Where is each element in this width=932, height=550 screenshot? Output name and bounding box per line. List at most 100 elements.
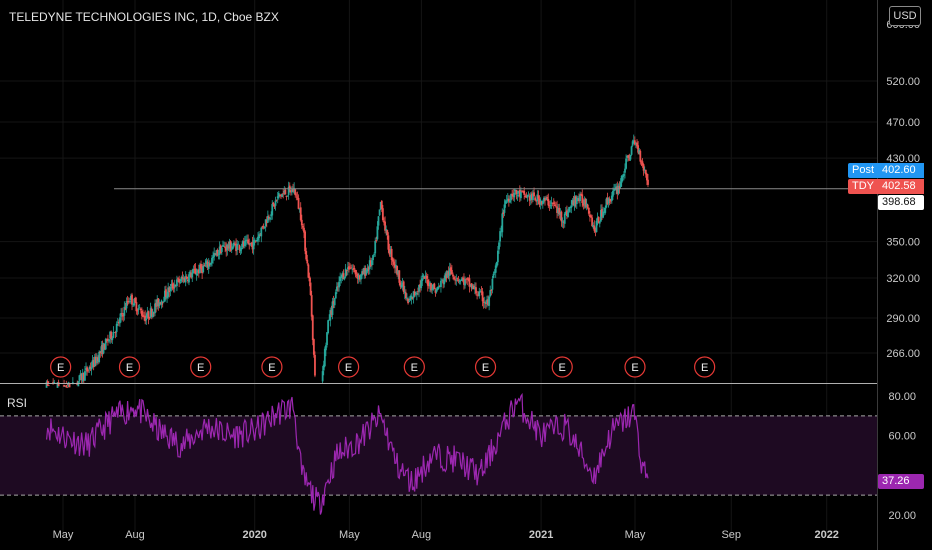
candle-body [573,196,576,207]
candle-body [479,291,482,293]
candle-body [372,255,374,261]
candle-body [436,287,439,290]
candle-body [509,200,511,203]
candle-body [80,374,83,381]
candle-body [219,245,222,254]
candlesticks [45,134,649,389]
candle-body [104,338,107,350]
candle-body [492,273,495,278]
candle-body [386,230,389,236]
earnings-marker[interactable]: E [694,356,716,378]
candle-body [355,274,358,276]
candle-body [645,173,648,181]
candle-body [132,305,135,307]
earnings-marker[interactable]: E [118,356,141,378]
candle-body [516,194,519,196]
candle-body [250,242,253,244]
candle-body [494,265,497,273]
price-tick-label: 470.00 [886,117,920,129]
earnings-marker[interactable]: E [338,356,360,378]
candle-body [569,207,572,209]
candle-body [585,203,588,208]
candle-body [530,193,533,199]
candle-body [128,301,131,303]
candle-body [489,290,492,297]
candle-body [362,271,365,275]
candle-body [506,198,509,202]
candle-body [348,266,350,270]
candle-body [535,199,538,202]
post-tag-label: Post [848,163,878,178]
candle-body [373,254,376,256]
candle-body [199,264,201,274]
earnings-marker-circle [190,356,212,378]
candle-body [135,302,138,312]
price-tick-label: 266.00 [886,348,920,360]
earnings-marker-circle [624,356,646,378]
candle-body [449,267,452,271]
candle-body [599,209,602,222]
earnings-marker[interactable]: E [50,356,72,378]
candle-body [490,289,493,291]
candle-body [68,383,71,388]
candle-body [538,198,541,205]
candle-body [202,265,205,273]
earnings-marker[interactable]: E [190,356,212,378]
candle-body [231,246,234,250]
candle-body [90,367,93,370]
candle-body [549,205,552,206]
candle-body [522,190,525,192]
earnings-marker-label: E [482,362,489,374]
candle-body [139,308,142,311]
earnings-marker[interactable]: E [261,356,283,378]
candle-body [520,191,522,199]
candle-body [339,276,342,281]
earnings-marker[interactable]: E [474,356,497,378]
candle-body [564,211,567,215]
candle-body [167,287,170,297]
candle-body [461,277,464,279]
candle-body [322,364,325,371]
candle-body [88,367,91,370]
candle-body [67,382,70,388]
candle-body [208,263,211,265]
candle-body [604,207,607,213]
candle-body [390,248,393,260]
rsi-indicator-label[interactable]: RSI [7,396,28,410]
candle-body [109,331,112,339]
candle-body [561,221,564,223]
candle-body [463,278,465,285]
candle-body [117,322,120,324]
candle-body [500,231,503,233]
candle-body [204,264,207,266]
candle-body [248,243,251,246]
candle-body [543,197,545,202]
rsi-axis-ticks: 80.00 60.00 20.00 [888,391,916,522]
earnings-marker[interactable]: E [551,356,573,378]
candle-body [583,199,586,205]
candle-body [637,145,640,153]
candle-body [399,282,402,287]
candle-body [495,262,498,267]
candle-body [409,298,412,301]
candle-body [452,274,454,277]
earnings-marker[interactable]: E [403,356,425,378]
candle-body [544,197,546,201]
candle-body [472,285,475,290]
candle-body [239,248,242,252]
candle-body [237,243,240,245]
candle-body [556,206,558,213]
candle-body [295,194,298,196]
candle-body [185,276,188,279]
candle-body [353,268,356,270]
candle-body [342,273,345,280]
candle-body [108,339,110,342]
currency-button[interactable]: USD [889,6,921,26]
candle-body [407,298,409,304]
earnings-marker[interactable]: E [624,356,646,378]
candle-body [641,161,644,166]
candle-body [424,275,427,278]
candle-body [216,249,219,256]
candle-body [224,246,227,249]
